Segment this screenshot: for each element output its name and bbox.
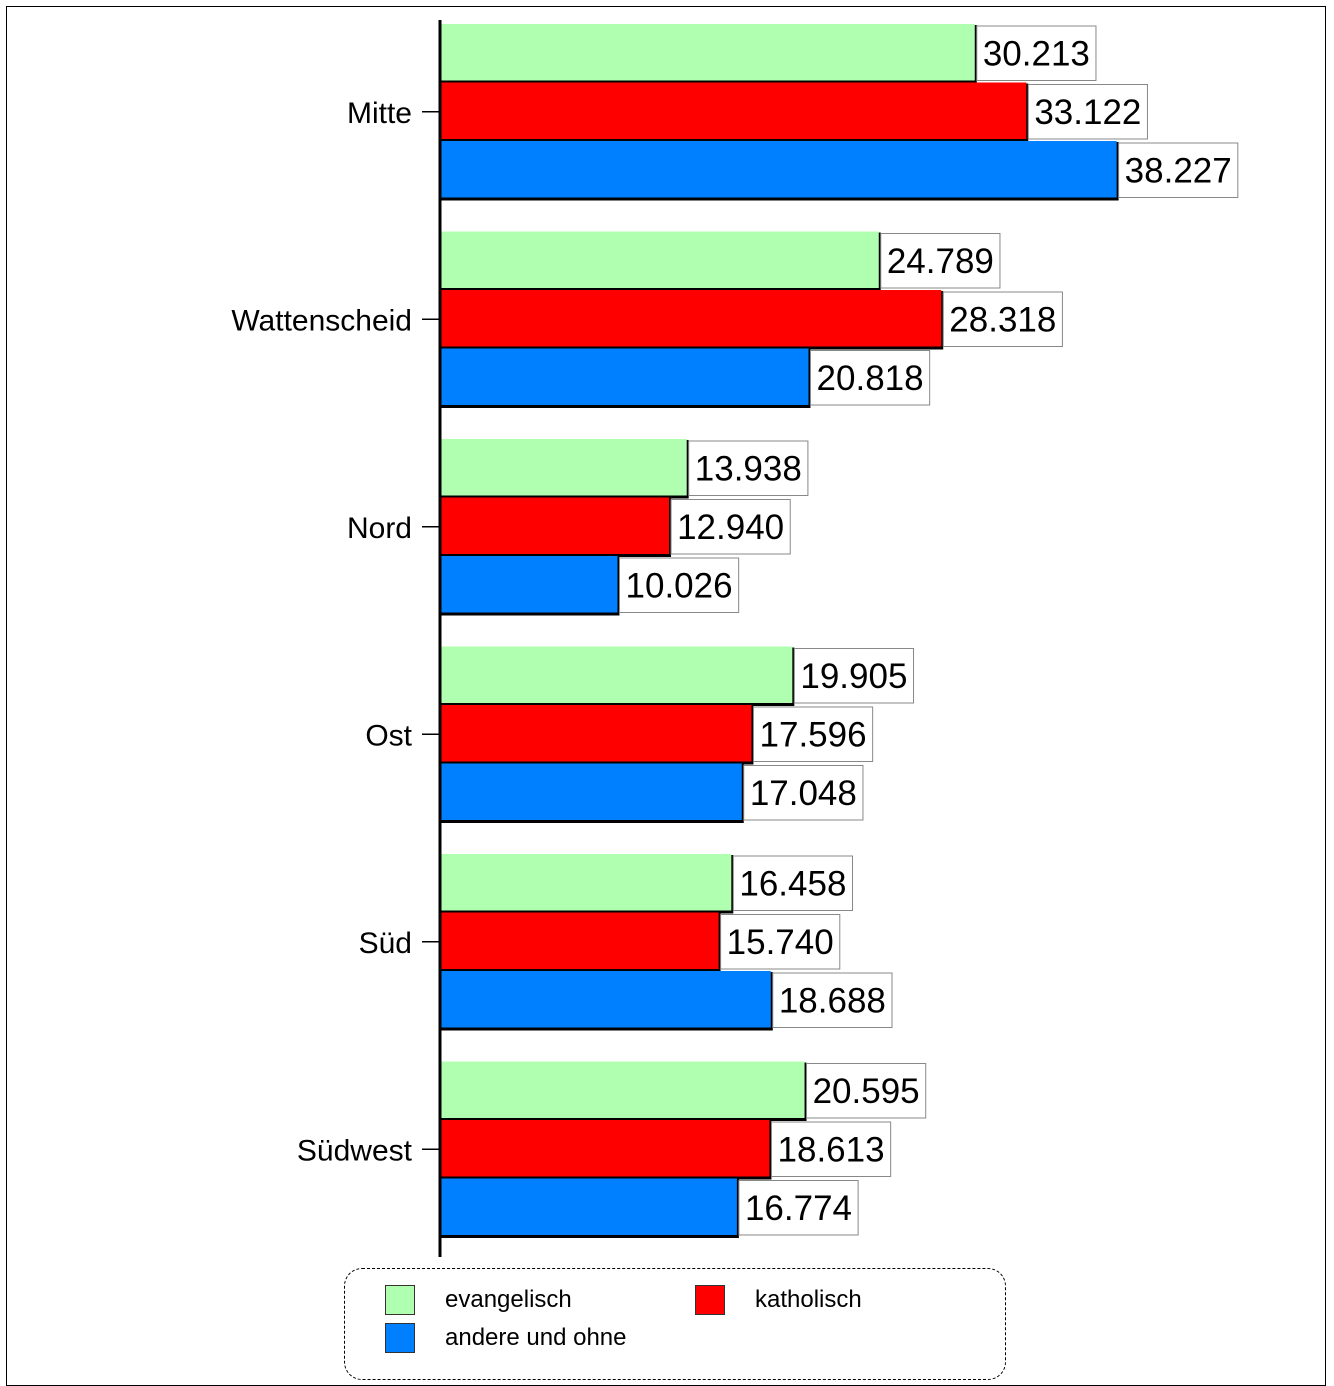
bar-süd-katholisch: [440, 912, 719, 969]
bar-süd-evangelisch: [440, 854, 732, 911]
legend: evangelisch katholisch andere und ohne: [344, 1268, 1006, 1380]
bar-ost-katholisch: [440, 705, 752, 762]
value-label-box-nord-katholisch: [670, 499, 791, 555]
value-label-wattenscheid-andere-und-ohne: 20.818: [817, 359, 924, 398]
value-label-südwest-evangelisch: 20.595: [813, 1072, 920, 1111]
bar-mitte-evangelisch: [440, 24, 975, 81]
value-label-box-ost-andere-und-ohne: [743, 765, 864, 821]
bar-nord-katholisch: [440, 497, 670, 554]
legend-swatch-katholisch: [695, 1285, 725, 1315]
value-label-box-wattenscheid-andere-und-ohne: [809, 350, 931, 406]
bar-nord-andere-und-ohne: [440, 556, 618, 613]
bar-nord-evangelisch: [440, 439, 687, 496]
value-label-ost-katholisch: 17.596: [760, 715, 867, 754]
value-label-süd-andere-und-ohne: 18.688: [779, 981, 886, 1020]
value-label-box-mitte-andere-und-ohne: [1118, 142, 1239, 198]
value-label-wattenscheid-evangelisch: 24.789: [887, 242, 994, 281]
category-label-ost: Ost: [365, 719, 412, 752]
value-label-nord-evangelisch: 13.938: [695, 449, 802, 488]
value-label-box-mitte-katholisch: [1027, 84, 1148, 140]
legend-item-evangelisch: evangelisch: [385, 1285, 572, 1315]
value-label-süd-evangelisch: 16.458: [739, 864, 846, 903]
value-label-box-nord-andere-und-ohne: [618, 557, 740, 613]
category-label-süd: Süd: [359, 927, 412, 960]
value-label-nord-katholisch: 12.940: [677, 508, 784, 547]
value-label-box-süd-evangelisch: [732, 855, 854, 911]
bar-südwest-katholisch: [440, 1120, 770, 1177]
legend-swatch-evangelisch: [385, 1285, 415, 1315]
value-label-box-südwest-andere-und-ohne: [738, 1180, 859, 1236]
legend-label-katholisch: katholisch: [755, 1286, 862, 1313]
value-label-südwest-andere-und-ohne: 16.774: [745, 1189, 852, 1228]
value-label-mitte-evangelisch: 30.213: [983, 34, 1090, 73]
value-label-mitte-katholisch: 33.122: [1034, 93, 1141, 132]
bar-südwest-evangelisch: [440, 1061, 805, 1118]
value-label-box-wattenscheid-evangelisch: [880, 233, 1001, 289]
category-label-südwest: Südwest: [297, 1134, 413, 1167]
value-label-box-südwest-katholisch: [770, 1121, 892, 1177]
legend-item-katholisch: katholisch: [695, 1285, 862, 1315]
value-label-box-süd-andere-und-ohne: [772, 972, 893, 1028]
value-label-box-süd-katholisch: [720, 914, 841, 970]
bar-mitte-katholisch: [440, 82, 1027, 139]
value-label-mitte-andere-und-ohne: 38.227: [1125, 151, 1232, 190]
value-label-ost-andere-und-ohne: 17.048: [750, 774, 857, 813]
value-label-box-mitte-evangelisch: [976, 25, 1097, 81]
bar-wattenscheid-evangelisch: [440, 231, 879, 288]
value-label-süd-katholisch: 15.740: [727, 923, 834, 962]
category-label-mitte: Mitte: [347, 97, 412, 130]
value-label-box-ost-evangelisch: [793, 648, 915, 704]
legend-label-evangelisch: evangelisch: [445, 1286, 572, 1313]
bar-südwest-andere-und-ohne: [440, 1178, 737, 1235]
legend-item-andere-und-ohne: andere und ohne: [385, 1323, 627, 1353]
bar-mitte-andere-und-ohne: [440, 141, 1117, 198]
legend-swatch-andere-und-ohne: [385, 1323, 415, 1353]
value-label-nord-andere-und-ohne: 10.026: [626, 566, 733, 605]
category-label-nord: Nord: [347, 512, 412, 545]
bar-wattenscheid-katholisch: [440, 290, 942, 347]
value-label-box-südwest-evangelisch: [806, 1063, 927, 1119]
value-label-ost-evangelisch: 19.905: [800, 657, 907, 696]
value-label-südwest-katholisch: 18.613: [778, 1130, 885, 1169]
value-label-wattenscheid-katholisch: 28.318: [949, 300, 1056, 339]
bar-ost-andere-und-ohne: [440, 763, 742, 820]
bar-wattenscheid-andere-und-ohne: [440, 348, 809, 405]
category-label-wattenscheid: Wattenscheid: [231, 304, 412, 337]
value-label-box-ost-katholisch: [752, 706, 874, 762]
bar-ost-evangelisch: [440, 646, 793, 703]
value-label-box-wattenscheid-katholisch: [942, 291, 1063, 347]
bar-süd-andere-und-ohne: [440, 971, 771, 1028]
legend-label-andere-und-ohne: andere und ohne: [445, 1324, 627, 1351]
value-label-box-nord-evangelisch: [688, 440, 809, 496]
